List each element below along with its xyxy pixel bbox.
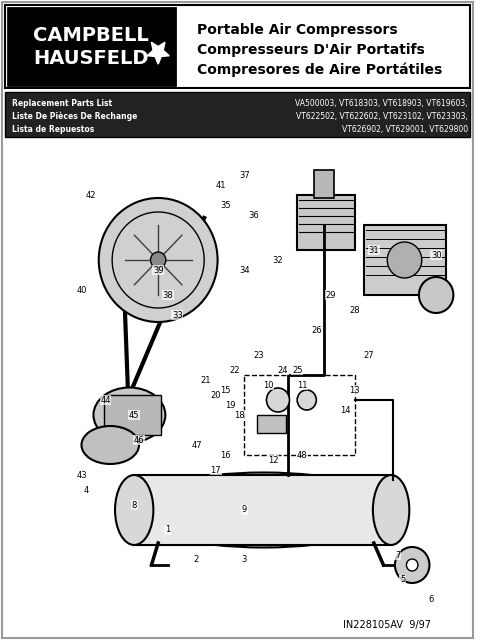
Text: CAMPBELL: CAMPBELL	[33, 26, 149, 45]
Text: 23: 23	[253, 351, 264, 360]
Text: 36: 36	[248, 211, 259, 220]
Text: 42: 42	[86, 191, 97, 200]
Text: 38: 38	[162, 291, 173, 300]
Bar	[297, 195, 355, 250]
Text: 19: 19	[225, 401, 235, 410]
Text: 8: 8	[132, 500, 137, 509]
Text: 11: 11	[297, 381, 307, 390]
Text: 6: 6	[429, 595, 434, 605]
Text: VT626902, VT629001, VT629800: VT626902, VT629001, VT629800	[342, 125, 468, 134]
Text: 18: 18	[234, 410, 245, 419]
Text: 12: 12	[268, 456, 279, 465]
Text: Lista de Repuestos: Lista de Repuestos	[11, 125, 94, 134]
Bar	[245, 375, 355, 455]
Text: 24: 24	[278, 365, 288, 374]
Text: 20: 20	[210, 390, 221, 399]
Text: 47: 47	[191, 440, 202, 449]
Circle shape	[406, 559, 418, 571]
Text: HAUSFELD: HAUSFELD	[33, 49, 149, 67]
Text: 1: 1	[165, 525, 170, 534]
Text: Compresores de Aire Portátiles: Compresores de Aire Portátiles	[197, 63, 442, 77]
Text: 39: 39	[153, 266, 163, 275]
Text: 46: 46	[134, 435, 145, 445]
Text: 9: 9	[242, 506, 247, 515]
Text: 41: 41	[215, 180, 226, 189]
Bar	[103, 395, 161, 435]
Ellipse shape	[115, 475, 153, 545]
Bar	[257, 415, 286, 433]
Text: Replacement Parts List: Replacement Parts List	[11, 99, 112, 108]
Text: 21: 21	[201, 376, 211, 385]
Text: 4: 4	[84, 486, 89, 495]
Text: 45: 45	[129, 410, 140, 419]
Text: 34: 34	[239, 266, 250, 275]
Text: 37: 37	[239, 170, 250, 179]
Text: 40: 40	[76, 285, 87, 294]
Text: 31: 31	[369, 246, 379, 255]
Text: 3: 3	[242, 556, 247, 564]
Text: IN228105AV  9/97: IN228105AV 9/97	[344, 620, 431, 630]
Ellipse shape	[82, 426, 139, 464]
Text: 14: 14	[340, 406, 350, 415]
Text: 5: 5	[400, 575, 405, 584]
Text: 27: 27	[364, 351, 374, 360]
Polygon shape	[147, 42, 169, 64]
Bar	[314, 170, 334, 198]
Text: 43: 43	[76, 470, 87, 479]
Circle shape	[387, 242, 422, 278]
Text: 28: 28	[349, 305, 360, 314]
Text: 13: 13	[349, 385, 360, 394]
Circle shape	[99, 198, 218, 322]
Bar	[5, 92, 470, 137]
Ellipse shape	[373, 475, 409, 545]
Text: 29: 29	[325, 291, 336, 300]
FancyBboxPatch shape	[5, 5, 470, 88]
Text: 7: 7	[395, 550, 400, 559]
Text: 25: 25	[292, 365, 302, 374]
Text: Compresseurs D'Air Portatifs: Compresseurs D'Air Portatifs	[197, 43, 424, 57]
Ellipse shape	[94, 387, 165, 442]
Ellipse shape	[129, 472, 398, 547]
Text: 10: 10	[263, 381, 274, 390]
Text: 30: 30	[431, 250, 442, 259]
Bar	[10, 11, 173, 82]
Circle shape	[419, 277, 453, 313]
Text: Liste De Pièces De Rechange: Liste De Pièces De Rechange	[11, 111, 137, 121]
Text: 35: 35	[220, 200, 231, 209]
Text: 15: 15	[220, 385, 231, 394]
Text: 44: 44	[100, 396, 111, 404]
Bar	[364, 225, 446, 295]
Text: VA500003, VT618303, VT618903, VT619603,: VA500003, VT618303, VT618903, VT619603,	[295, 99, 468, 108]
Text: 33: 33	[172, 310, 183, 319]
Text: 48: 48	[297, 451, 307, 460]
Circle shape	[266, 388, 290, 412]
Text: Portable Air Compressors: Portable Air Compressors	[197, 23, 397, 37]
Text: 16: 16	[220, 451, 231, 460]
Bar	[134, 475, 391, 545]
Bar	[7, 8, 175, 85]
Circle shape	[297, 390, 316, 410]
Text: 22: 22	[230, 365, 240, 374]
Text: 17: 17	[210, 465, 221, 474]
Text: VT622502, VT622602, VT623102, VT623303,: VT622502, VT622602, VT623102, VT623303,	[296, 111, 468, 120]
Text: 32: 32	[273, 255, 283, 264]
Text: 2: 2	[194, 556, 199, 564]
Text: 26: 26	[311, 326, 322, 335]
Circle shape	[395, 547, 430, 583]
Circle shape	[150, 252, 166, 268]
